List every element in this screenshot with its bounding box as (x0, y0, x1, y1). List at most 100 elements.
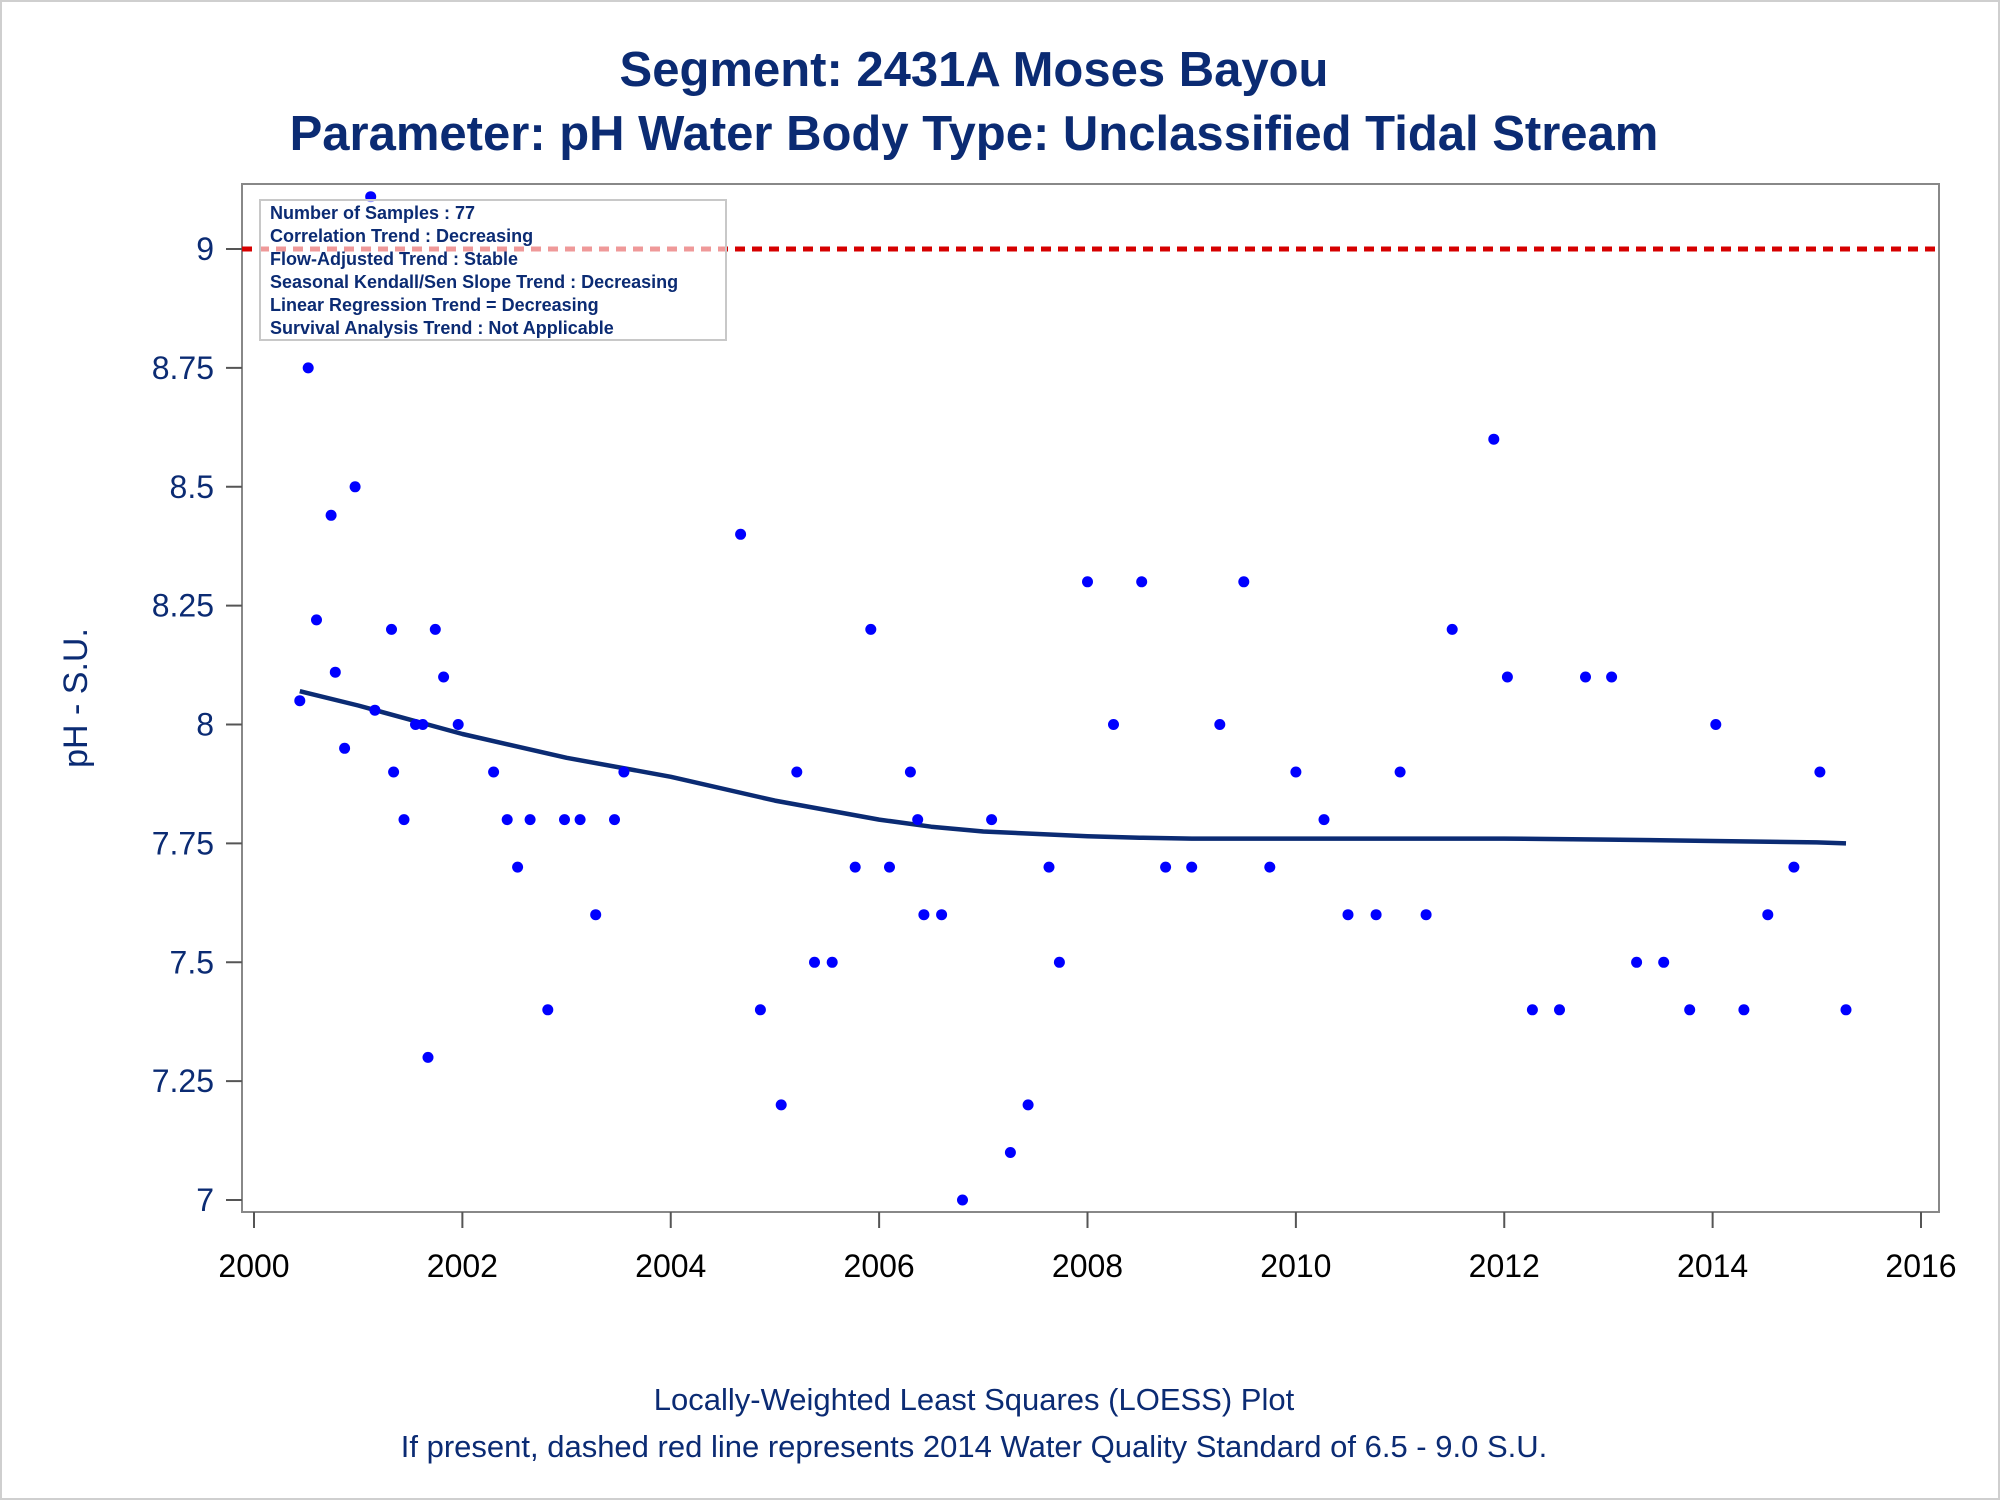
data-point (791, 766, 803, 778)
data-point (422, 1051, 434, 1063)
data-point (775, 1099, 787, 1111)
trend-stats-box: Number of Samples : 77 Correlation Trend … (259, 199, 727, 341)
data-point (1053, 956, 1065, 968)
data-point (1814, 766, 1826, 778)
data-point (1004, 1147, 1016, 1158)
y-tick-label: 9 (196, 231, 214, 267)
data-point (957, 1194, 968, 1206)
x-tick-label: 2012 (1469, 1248, 1540, 1284)
data-point (1238, 576, 1250, 588)
data-point (826, 956, 838, 968)
y-tick-label: 8.75 (152, 350, 214, 386)
data-point (1631, 956, 1643, 968)
x-tick-label: 2014 (1677, 1248, 1748, 1284)
data-point (1658, 956, 1670, 968)
data-point (1501, 671, 1513, 683)
data-point (488, 766, 500, 778)
data-point (809, 956, 820, 968)
data-point (512, 861, 524, 873)
data-point (754, 1004, 766, 1016)
trend-stat-line: Linear Regression Trend = Decreasing (270, 295, 599, 315)
data-point (865, 623, 877, 635)
data-point (986, 814, 998, 826)
y-tick-label: 7.25 (152, 1063, 214, 1099)
data-point (1394, 766, 1406, 778)
data-point (1420, 909, 1432, 921)
y-axis: 7 7.25 7.5 7.75 8 8.25 8.5 8.75 9 (152, 231, 242, 1218)
data-point (618, 766, 630, 778)
data-point (325, 509, 337, 521)
data-point (1043, 861, 1055, 873)
data-point (884, 861, 895, 873)
data-point (1580, 671, 1591, 683)
data-point (1710, 719, 1722, 730)
data-point (1762, 909, 1774, 921)
x-tick-label: 2008 (1052, 1248, 1123, 1284)
data-point (735, 528, 747, 540)
data-point (302, 362, 314, 374)
data-point (1136, 576, 1148, 588)
trend-stat-line: Correlation Trend : Decreasing (270, 226, 533, 246)
data-point (294, 695, 306, 707)
trend-stat-line: Survival Analysis Trend : Not Applicable (270, 318, 614, 338)
data-point (1788, 861, 1800, 873)
data-point (329, 666, 341, 678)
data-point (349, 481, 361, 493)
data-point (574, 814, 586, 826)
trend-stat-line: Flow-Adjusted Trend : Stable (270, 249, 518, 269)
data-point (1290, 766, 1302, 778)
y-tick-label: 7 (196, 1182, 214, 1218)
loess-curve (299, 689, 1847, 846)
data-point (452, 719, 464, 730)
footnote-standard: If present, dashed red line represents 2… (401, 1429, 1548, 1464)
x-tick-label: 2000 (218, 1248, 289, 1284)
trend-stat-line: Number of Samples : 77 (270, 203, 475, 223)
trend-stat-line: Seasonal Kendall/Sen Slope Trend : Decre… (270, 272, 678, 292)
data-point (918, 909, 930, 921)
data-point (438, 671, 450, 683)
data-point (1214, 719, 1226, 730)
x-tick-label: 2002 (427, 1248, 498, 1284)
y-axis-label: pH - S.U. (57, 628, 95, 768)
data-point (849, 861, 861, 873)
data-point (590, 909, 602, 921)
y-tick-label: 8 (196, 707, 214, 743)
trend-stats-box-border (259, 199, 727, 341)
data-point (1554, 1004, 1565, 1016)
data-point (1318, 814, 1330, 826)
data-point (1684, 1004, 1696, 1016)
y-tick-label: 7.5 (170, 944, 214, 980)
sample-points (294, 191, 1852, 1206)
data-point (1342, 909, 1354, 921)
data-point (912, 814, 924, 826)
data-point (339, 742, 351, 754)
data-point (1840, 1004, 1852, 1016)
data-point (311, 614, 322, 626)
data-point (1446, 623, 1458, 635)
data-point (386, 623, 397, 635)
data-point (388, 766, 400, 778)
data-point (1108, 719, 1119, 730)
data-point (1082, 576, 1093, 588)
plot-area (241, 183, 1940, 1213)
data-point (1022, 1099, 1034, 1111)
data-point (524, 814, 536, 826)
y-tick-label: 7.75 (152, 825, 214, 861)
data-point (501, 814, 513, 826)
chart-subtitle: Parameter: pH Water Body Type: Unclassif… (290, 107, 1659, 161)
data-point (904, 766, 916, 778)
x-tick-label: 2010 (1260, 1248, 1331, 1284)
data-point (609, 814, 620, 826)
data-point (369, 704, 381, 716)
data-point (417, 719, 429, 730)
footnote-loess: Locally-Weighted Least Squares (LOESS) P… (654, 1382, 1295, 1417)
data-point (1738, 1004, 1750, 1016)
data-point (1186, 861, 1198, 873)
x-axis: 2000 2002 2004 2006 2008 2010 2012 2014 2016 (218, 1212, 1957, 1284)
data-point (1488, 433, 1500, 445)
data-point (1526, 1004, 1538, 1016)
y-tick-label: 8.5 (170, 469, 214, 505)
data-point (1264, 861, 1276, 873)
